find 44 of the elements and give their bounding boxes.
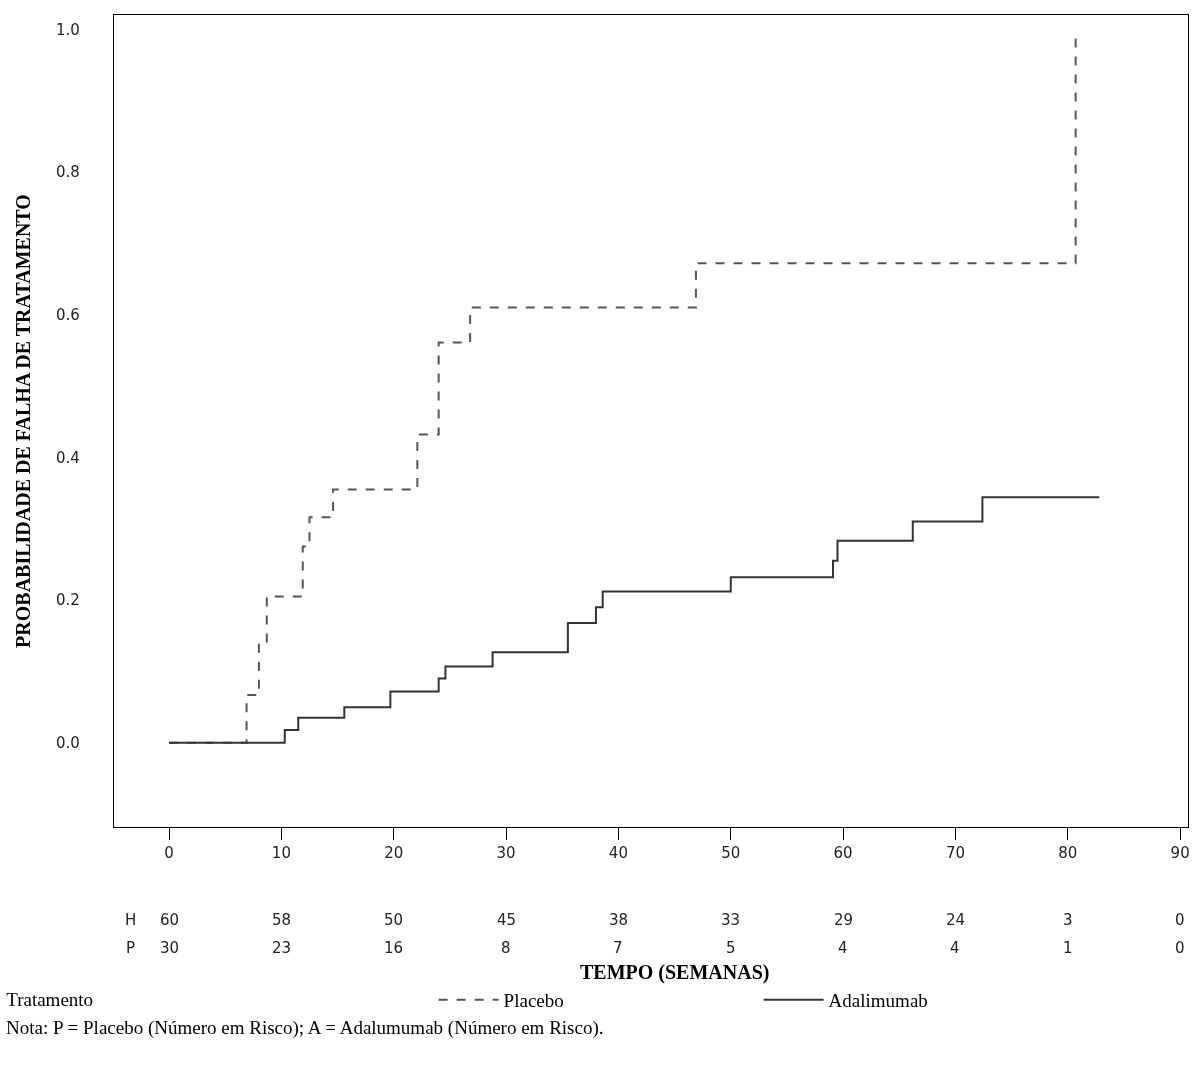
text: 24 [946, 911, 966, 929]
x-axis-title: TEMPO (SEMANAS) [580, 961, 770, 984]
text: Nota: P = Placebo (Número em Risco); A = Adalumumab (Número em Risco). [6, 1017, 604, 1039]
y-tick-label: 0.8 [56, 163, 80, 182]
text: 38 [609, 911, 629, 929]
text: 1 [1063, 939, 1073, 957]
x-tick-label: 20 [384, 844, 404, 863]
y-tick-label: 0.0 [56, 734, 80, 753]
text: 45 [497, 911, 517, 929]
text: 58 [272, 911, 292, 929]
x-tick-label: 50 [721, 844, 741, 863]
x-tick-label: 40 [608, 844, 628, 863]
y-tick-label: 1.0 [56, 20, 80, 39]
y-tick-label: 0.6 [56, 305, 80, 324]
text: 5 [726, 939, 736, 957]
legend-title: Tratamento [6, 988, 426, 1010]
y-axis-title: PROBABILIDADE DE FALHA DE TRATAMENTO [11, 194, 34, 648]
text: P [126, 939, 136, 957]
x-tick-label: 0 [164, 844, 174, 863]
x-tick-label: 90 [1170, 844, 1190, 863]
text: H [125, 911, 137, 929]
y-tick-label: 0.2 [56, 591, 80, 610]
y-tick-label: 0.4 [56, 448, 80, 467]
text: 60 [160, 911, 180, 929]
text: 16 [384, 939, 404, 957]
x-tick-label: 70 [945, 844, 965, 863]
x-tick-label: 60 [833, 844, 853, 863]
text: 33 [721, 911, 741, 929]
x-tick-label: 80 [1058, 844, 1078, 863]
text: 23 [272, 939, 292, 957]
text: 30 [160, 939, 180, 957]
text: 0 [1175, 939, 1185, 957]
text: 4 [838, 939, 848, 957]
x-tick-label: 10 [271, 844, 291, 863]
text: 29 [834, 911, 854, 929]
text: 7 [613, 939, 623, 957]
text: 8 [501, 939, 511, 957]
text: 0 [1175, 911, 1185, 929]
legend-label: Adalimumab [828, 990, 928, 1012]
x-tick-label: 30 [496, 844, 516, 863]
text: 50 [384, 911, 404, 929]
legend-label: Placebo [503, 990, 564, 1012]
text: 3 [1063, 911, 1073, 929]
text: 4 [950, 939, 960, 957]
